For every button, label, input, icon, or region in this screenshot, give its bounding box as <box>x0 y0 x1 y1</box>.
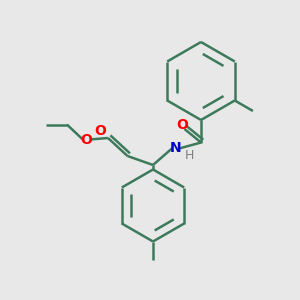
Text: O: O <box>80 133 92 146</box>
Text: N: N <box>170 142 181 155</box>
Text: H: H <box>184 148 194 162</box>
Text: O: O <box>176 118 188 132</box>
Text: O: O <box>94 124 106 138</box>
